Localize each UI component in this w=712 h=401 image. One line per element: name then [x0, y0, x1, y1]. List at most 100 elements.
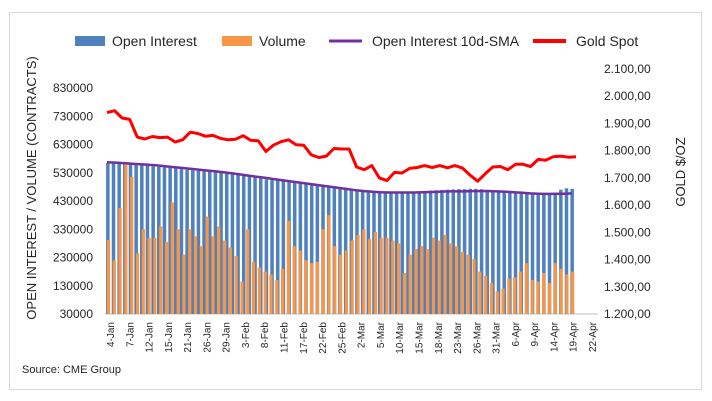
y-right-tick: 1.600,00 [604, 198, 651, 212]
x-tick-label: 11-Feb [280, 322, 291, 353]
x-tick-label: 14-Apr [549, 321, 560, 352]
open-interest-bar [417, 191, 422, 314]
volume-bar [292, 246, 296, 314]
open-interest-bar [479, 189, 484, 314]
open-interest-bar [258, 178, 263, 314]
volume-bar [449, 243, 453, 315]
open-interest-bar [162, 167, 167, 314]
volume-bar [251, 261, 256, 314]
open-interest-bar [519, 193, 523, 314]
volume-bar [321, 229, 325, 314]
volume-bar [524, 263, 528, 314]
open-interest-bar [462, 189, 467, 314]
volume-bar [455, 246, 459, 314]
x-tick-label: 9-Apr [530, 321, 541, 346]
open-interest-bar [208, 171, 212, 314]
x-tick-label: 22-Apr [588, 321, 599, 352]
volume-bar [269, 274, 273, 314]
x-tick-label: 15-Jan [164, 322, 175, 353]
y-right-tick: 1.200,00 [604, 307, 651, 321]
volume-bar [228, 247, 232, 314]
open-interest-bar [270, 180, 274, 314]
volume-bar [211, 236, 215, 314]
open-interest-bar [496, 190, 501, 314]
volume-bar [112, 260, 116, 314]
open-interest-bar [411, 191, 416, 314]
volume-bar [513, 277, 517, 314]
y-right-tick: 1.900,00 [604, 116, 651, 130]
y-left-tick: 330000 [53, 222, 93, 236]
open-interest-bar [111, 162, 116, 314]
volume-bar [356, 234, 360, 314]
open-interest-bar [157, 166, 161, 314]
y-left-axis-title: OPEN INTEREST / VOLUME (CONTRACTS) [24, 56, 39, 319]
open-interest-bar [315, 184, 320, 314]
legend-label-open-interest: Open Interest [112, 33, 197, 49]
volume-bar [495, 291, 499, 314]
open-interest-bar [513, 192, 518, 314]
x-tick-label: 7-Jan [125, 322, 136, 347]
volume-bar [489, 282, 494, 314]
open-interest-bar [298, 182, 303, 314]
volume-bar [339, 254, 343, 314]
volume-bar [472, 258, 476, 314]
open-interest-bar [253, 177, 257, 314]
volume-bar [571, 271, 575, 315]
x-tick-label: 19-Apr [569, 321, 580, 352]
x-tick-label: 22-Feb [318, 322, 329, 354]
volume-bar [275, 280, 279, 314]
volume-bar [437, 240, 441, 314]
legend-label-oi-sma: Open Interest 10d-SMA [372, 33, 520, 49]
volume-bar [391, 240, 395, 314]
x-tick-label: 17-Feb [299, 322, 310, 354]
y-left-tick: 230000 [53, 251, 93, 265]
open-interest-bar [174, 168, 178, 314]
open-interest-bar [230, 174, 235, 314]
volume-bar [379, 237, 383, 314]
open-interest-bar [202, 171, 206, 314]
open-interest-bar [309, 184, 314, 314]
y-left-tick: 130000 [53, 279, 93, 293]
legend-label-volume: Volume [259, 33, 306, 49]
open-interest-bar [241, 175, 246, 314]
volume-bar [466, 254, 470, 314]
x-tick-label: 23-Mar [453, 321, 464, 353]
x-tick-label: 26-Jan [202, 322, 213, 353]
open-interest-bar [275, 180, 280, 314]
volume-bar [124, 162, 128, 314]
open-interest-bar [434, 190, 439, 314]
open-interest-bar [530, 193, 535, 314]
open-interest-bar [485, 189, 489, 314]
x-tick-label: 31-Mar [492, 321, 503, 353]
open-interest-bar [553, 192, 557, 314]
x-tick-label: 3-Feb [241, 322, 252, 349]
volume-bar [141, 229, 145, 314]
x-tick-label: 2-Mar [357, 321, 368, 348]
volume-bar [153, 237, 157, 314]
open-interest-bar [196, 170, 201, 314]
x-tick-label: 10-Mar [395, 321, 406, 353]
volume-bar [327, 215, 331, 315]
volume-bar [193, 236, 198, 314]
open-interest-bar [547, 193, 552, 314]
volume-bar [501, 288, 505, 314]
volume-bar [170, 202, 174, 314]
open-interest-bar [168, 167, 172, 314]
open-interest-bar [338, 188, 342, 314]
open-interest-bar [525, 193, 529, 314]
open-interest-bar [400, 192, 405, 314]
y-right-tick: 2.100,00 [604, 62, 651, 76]
open-interest-bar [559, 189, 563, 314]
volume-bar [246, 229, 250, 314]
volume-bar [199, 246, 203, 314]
open-interest-bar [213, 172, 218, 314]
volume-bar [565, 274, 569, 314]
y-left-tick: 730000 [53, 109, 93, 123]
volume-bar [304, 260, 308, 314]
volume-bar [280, 268, 285, 314]
volume-bar [240, 281, 244, 314]
open-interest-bar [451, 189, 456, 314]
open-interest-bar [151, 166, 155, 314]
open-interest-bar [508, 191, 512, 314]
open-interest-bar [264, 179, 269, 314]
